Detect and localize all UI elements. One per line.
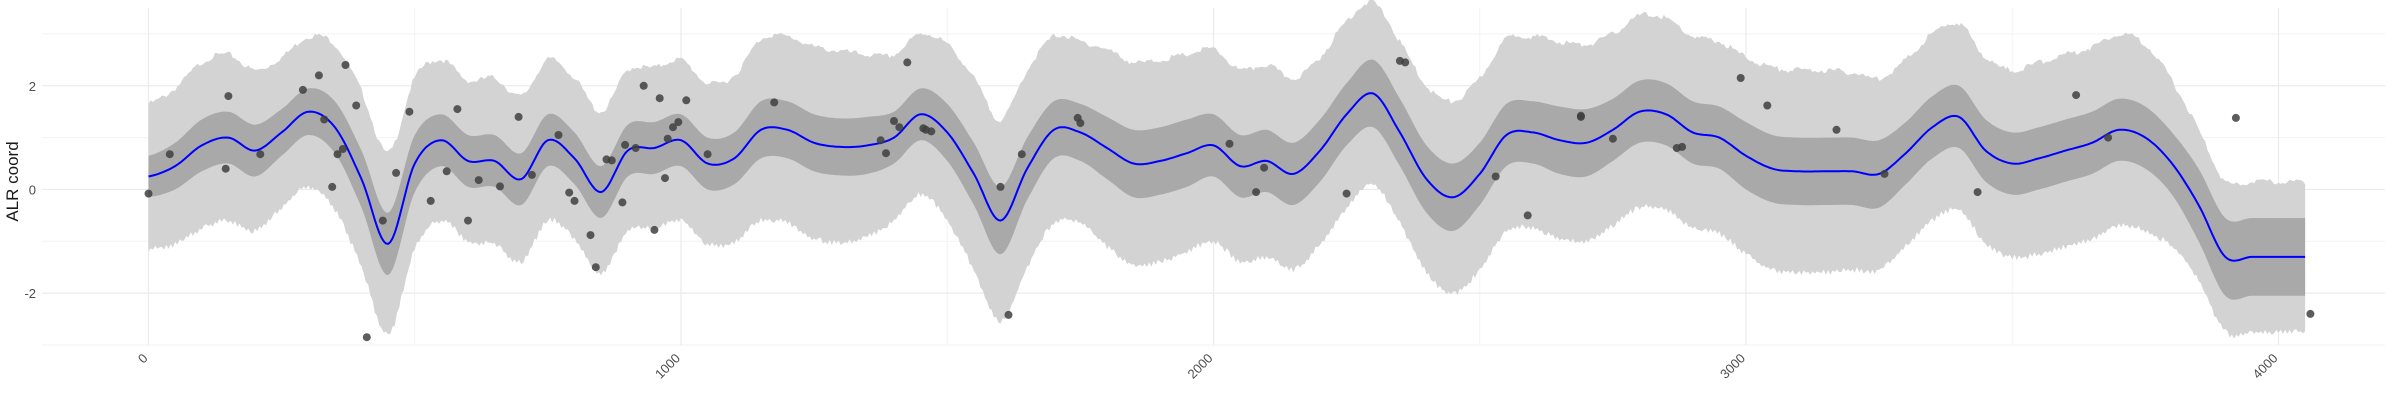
data-point <box>474 176 483 185</box>
data-point <box>352 101 361 110</box>
data-point <box>591 263 600 272</box>
data-point <box>496 182 504 191</box>
data-point <box>333 150 342 159</box>
y-axis-title: ALR coord <box>3 141 22 221</box>
data-point <box>1260 163 1269 172</box>
data-point <box>527 170 536 179</box>
data-point <box>682 96 691 105</box>
data-point <box>639 81 648 90</box>
data-point <box>341 61 350 69</box>
data-point <box>565 188 574 197</box>
data-point <box>1973 188 1982 197</box>
data-point <box>221 164 230 173</box>
data-point <box>663 134 672 143</box>
x-tick-label: 2000 <box>1185 351 1216 382</box>
x-tick-label: 0 <box>135 351 151 367</box>
data-point <box>392 168 401 177</box>
data-point <box>464 216 472 225</box>
data-point <box>320 115 329 124</box>
data-point <box>674 118 683 127</box>
line-layer <box>148 92 2306 262</box>
data-point <box>256 150 265 159</box>
data-point <box>362 333 371 342</box>
x-tick-label: 4000 <box>2250 351 2281 382</box>
data-point <box>405 107 414 116</box>
data-point <box>655 94 664 103</box>
data-point <box>554 131 563 139</box>
data-point <box>514 112 523 121</box>
data-point <box>1342 189 1351 198</box>
data-point <box>2104 133 2113 142</box>
band-layer <box>148 0 2306 339</box>
point-layer <box>144 56 2315 342</box>
data-point <box>650 225 659 234</box>
data-point <box>621 140 630 149</box>
data-point <box>165 150 174 159</box>
data-point <box>996 182 1005 191</box>
data-point <box>1576 111 1585 120</box>
data-point <box>631 144 640 152</box>
data-point <box>703 150 712 159</box>
data-point <box>298 85 307 94</box>
data-point <box>1491 172 1500 181</box>
y-tick-label: 0 <box>29 182 36 197</box>
data-point <box>882 149 890 158</box>
data-point <box>378 216 387 225</box>
data-point <box>1832 125 1841 134</box>
data-point <box>144 189 153 198</box>
data-point <box>224 92 233 101</box>
data-point <box>426 196 435 205</box>
data-point <box>2306 309 2315 318</box>
data-point <box>1763 101 1772 110</box>
data-point <box>1076 119 1085 128</box>
data-point <box>1608 134 1617 143</box>
data-point <box>328 182 337 191</box>
data-point <box>1225 139 1234 148</box>
x-tick-label: 3000 <box>1717 351 1748 382</box>
data-point <box>895 123 904 132</box>
inner-confidence-band <box>148 59 2306 300</box>
data-point <box>770 98 779 107</box>
data-point <box>876 136 885 145</box>
data-point <box>2231 113 2240 122</box>
data-point <box>1880 169 1889 178</box>
data-point <box>1523 211 1532 220</box>
data-point <box>453 105 462 114</box>
data-point <box>2072 91 2081 100</box>
data-point <box>927 127 936 136</box>
data-point <box>903 58 912 67</box>
data-point <box>442 167 451 176</box>
data-point <box>669 123 677 132</box>
data-point <box>1017 150 1026 159</box>
data-point <box>570 196 579 205</box>
data-point <box>1004 310 1013 319</box>
data-point <box>607 156 616 165</box>
data-point <box>618 198 627 207</box>
mean-line <box>148 92 2306 262</box>
data-point <box>586 231 595 240</box>
data-point <box>1401 58 1410 67</box>
x-tick-label: 1000 <box>652 351 683 382</box>
data-point <box>1252 188 1261 197</box>
y-tick-label: 2 <box>29 79 36 94</box>
y-tick-label: -2 <box>24 286 36 301</box>
data-point <box>661 174 669 183</box>
data-point <box>890 117 898 125</box>
data-point <box>1736 74 1745 82</box>
data-point <box>314 71 323 80</box>
data-point <box>1678 142 1687 151</box>
data-point <box>338 145 347 153</box>
